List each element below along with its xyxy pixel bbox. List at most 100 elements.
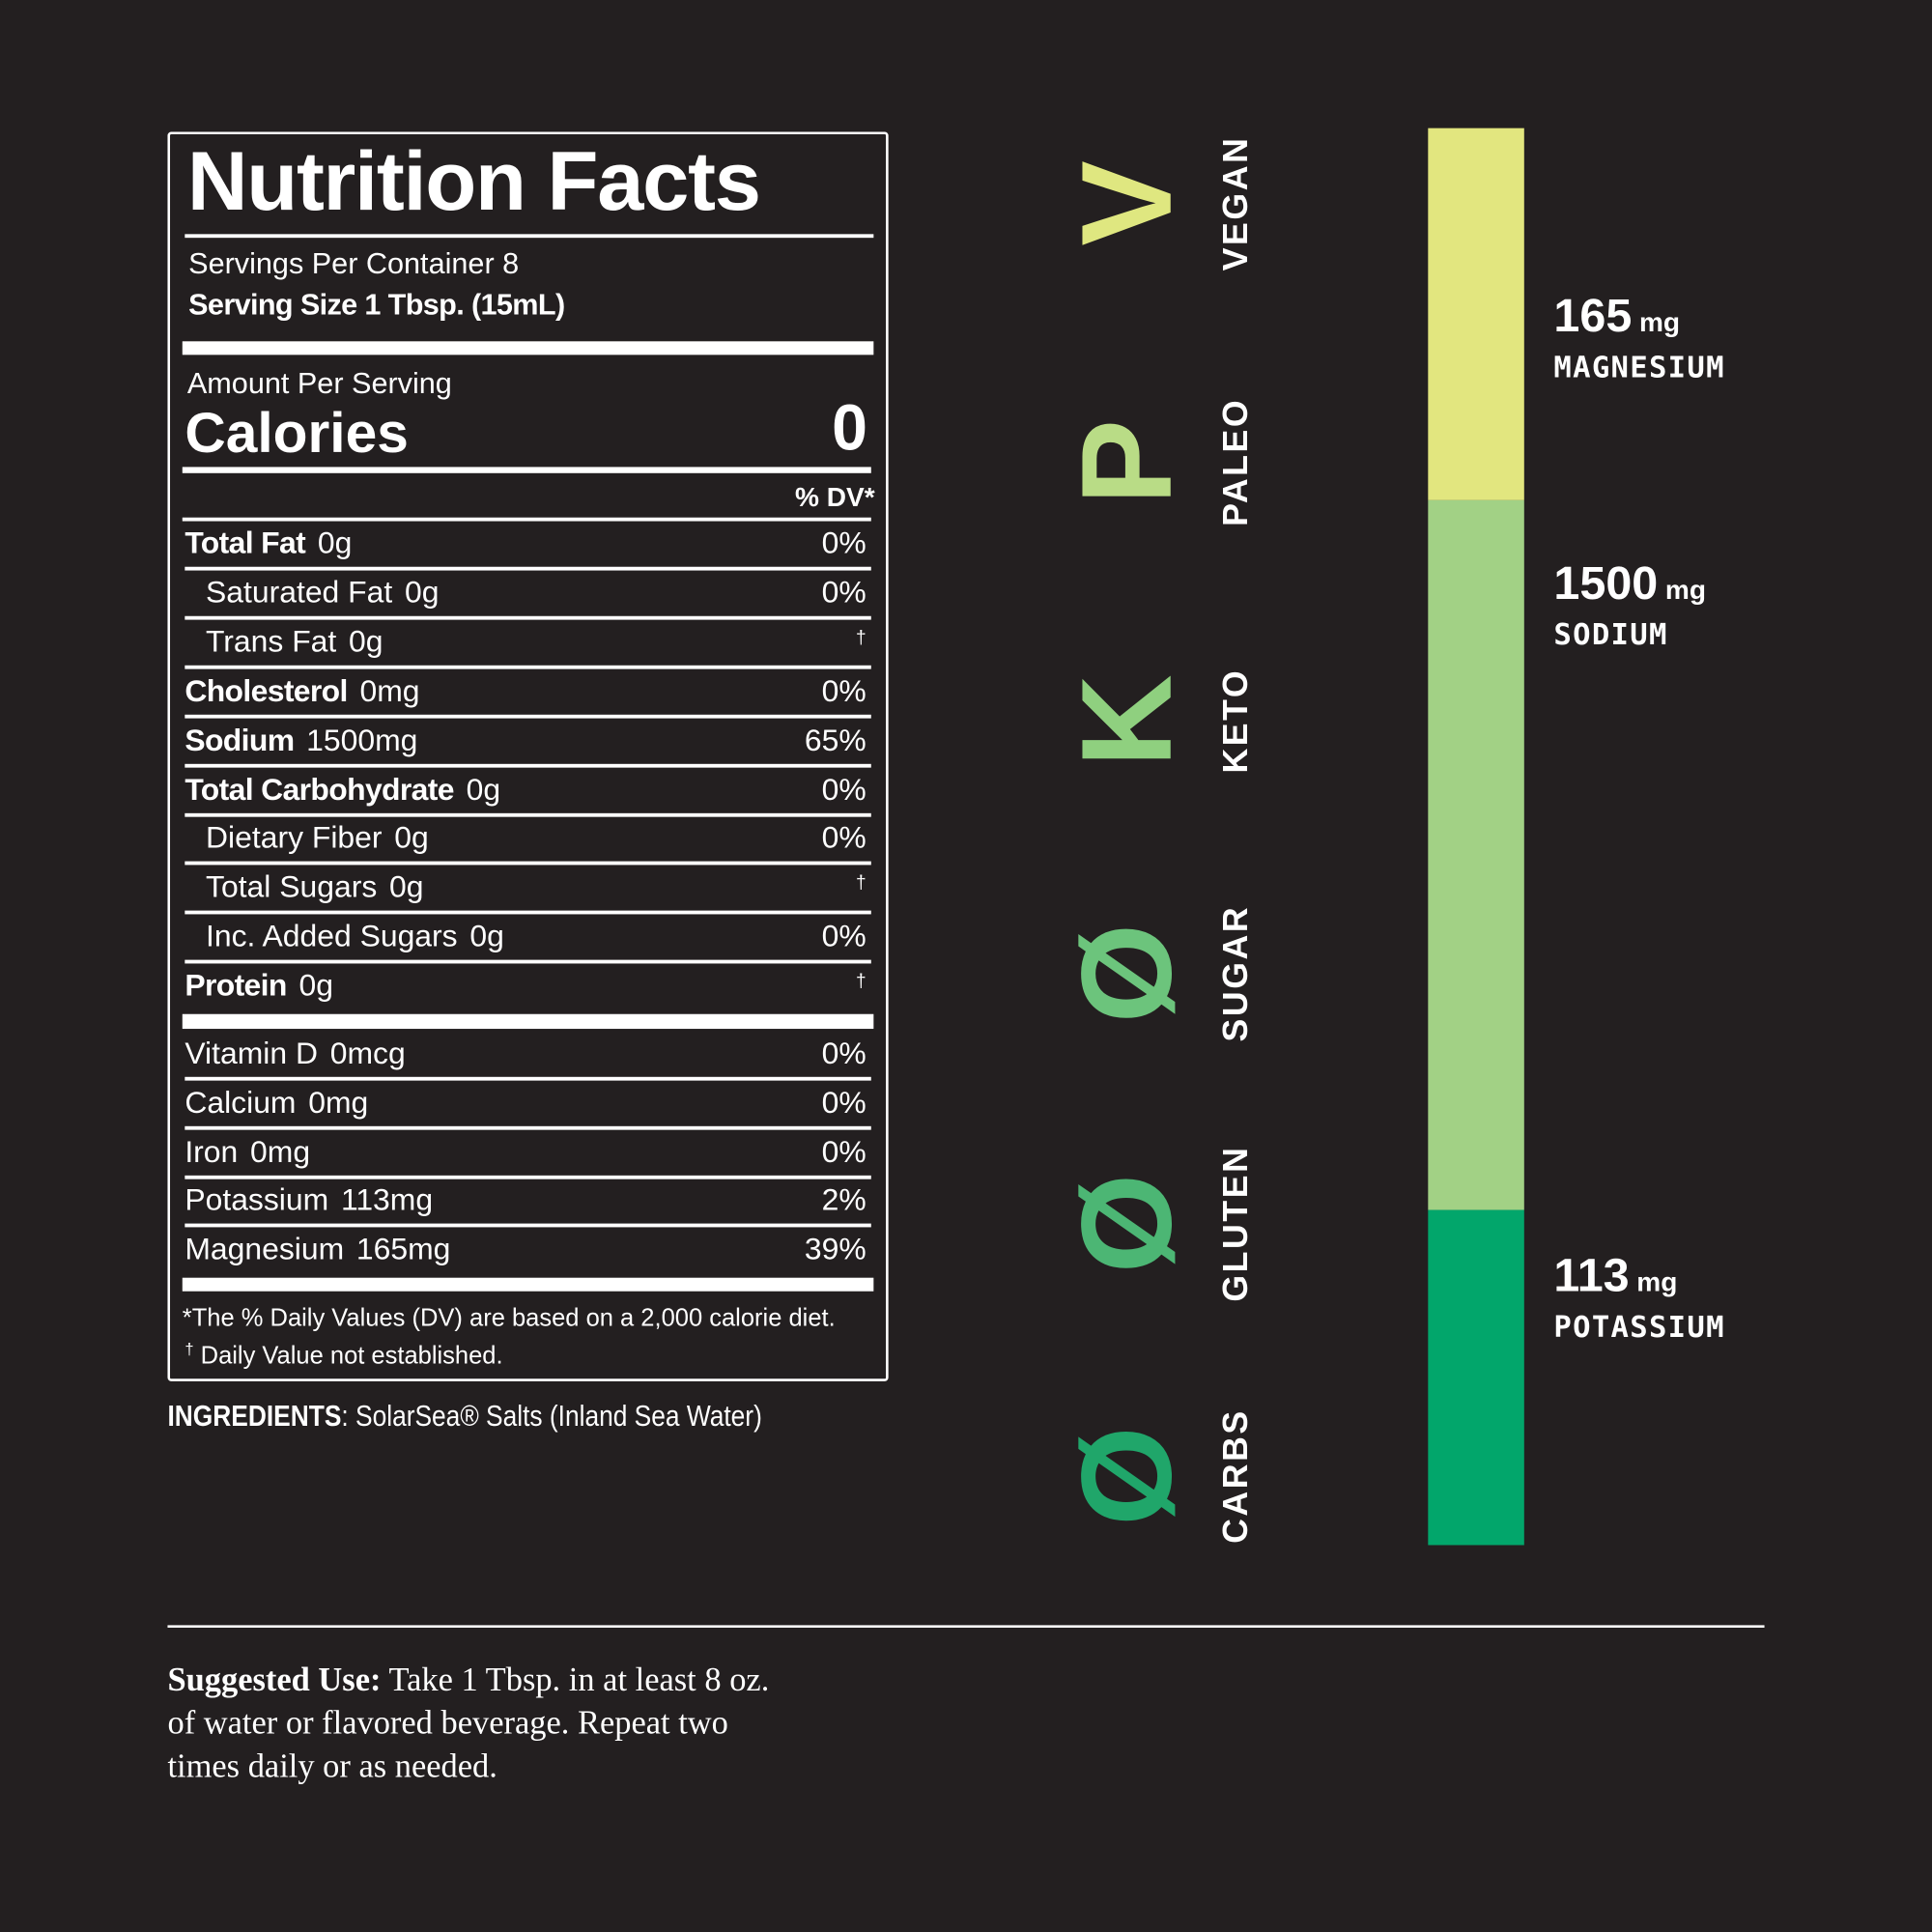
nutrient-row: Sodium 1500mg 65%: [185, 718, 871, 768]
label-title: Nutrition Facts: [186, 134, 761, 228]
mineral-name: MAGNESIUM: [1553, 350, 1725, 384]
suggested-use-label: Suggested Use:: [167, 1661, 382, 1698]
daily-value: 2%: [821, 1182, 867, 1218]
mineral-unit: mg: [1664, 574, 1707, 606]
nutrient-name: Magnesium: [185, 1232, 345, 1267]
nutrient-amount: 0mg: [308, 1085, 369, 1121]
nutrient-row: Magnesium 165mg 39%: [185, 1228, 870, 1273]
nutrient-name: Potassium: [185, 1182, 329, 1218]
nutrient-row: Vitamin D 0mcg 0%: [185, 1032, 871, 1081]
daily-value: †: [856, 971, 867, 992]
mineral-bar: [1428, 499, 1524, 1210]
suggested-use-text: Take 1 Tbsp. in at least 8 oz. of water …: [167, 1661, 770, 1784]
nutrient-row: Trans Fat 0g †: [185, 619, 871, 669]
daily-value: 0%: [821, 772, 867, 807]
dv-header: % DV*: [794, 481, 875, 513]
thick-rule: [182, 1013, 874, 1030]
mineral-amount-line: 165 mg: [1553, 291, 1680, 344]
nutrient-row: Total Sugars 0g †: [185, 866, 871, 915]
rule: [185, 234, 874, 239]
badge-label: VEGAN: [1215, 135, 1255, 271]
daily-value: †: [856, 872, 867, 895]
daily-value: 39%: [804, 1232, 867, 1267]
daily-value: 0%: [821, 1036, 867, 1071]
nutrient-row: Dietary Fiber 0g 0%: [185, 816, 871, 866]
nutrient-row: Total Fat 0g 0%: [185, 522, 871, 571]
mineral-unit: mg: [1638, 306, 1681, 338]
mineral-amount: 165: [1553, 291, 1633, 343]
badge-label: SUGAR: [1215, 904, 1255, 1042]
nutrient-name: Saturated Fat: [206, 575, 393, 611]
nutrient-name: Protein: [185, 968, 287, 1004]
nutrient-amount: 0g: [469, 919, 504, 954]
diet-badge: Ø CARBS: [1056, 1353, 1256, 1600]
nutrient-name: Calcium: [185, 1085, 297, 1121]
daily-value: 0%: [821, 1134, 867, 1169]
nutrient-amount: 0g: [298, 968, 333, 1004]
nutrient-name: Inc. Added Sugars: [206, 919, 458, 954]
nutrient-amount: 0mcg: [329, 1036, 406, 1071]
nutrient-row: Saturated Fat 0g 0%: [185, 570, 871, 620]
mineral-bar: [1428, 1209, 1524, 1546]
nutrient-amount: 113mg: [340, 1182, 434, 1218]
daily-value: 0%: [821, 919, 867, 954]
rule: [182, 467, 871, 473]
rule: [182, 517, 871, 522]
nutrient-amount: 165mg: [355, 1232, 451, 1267]
nutrient-name: Trans Fat: [206, 624, 337, 660]
diet-badge: Ø SUGAR: [1056, 850, 1256, 1096]
mineral-amount-line: 113 mg: [1553, 1251, 1677, 1304]
nutrient-row: Cholesterol 0mg 0%: [185, 668, 871, 719]
mineral-amount: 1500: [1553, 557, 1659, 611]
thick-rule: [182, 341, 874, 355]
nutrient-name: Vitamin D: [185, 1036, 318, 1071]
ingredients-text: : SolarSea® Salts (Inland Sea Water): [341, 1399, 762, 1434]
page-body: Nutrition Facts Servings Per Container 8…: [167, 128, 1765, 1784]
daily-value: 0%: [821, 1085, 867, 1121]
daily-value: 0%: [821, 575, 867, 611]
footnote-text: Daily Value not established.: [200, 1342, 503, 1370]
badge-label: PALEO: [1215, 397, 1255, 526]
suggested-use: Suggested Use: Take 1 Tbsp. in at least …: [167, 1659, 777, 1788]
divider: [167, 1625, 1765, 1628]
badge-symbol: Ø: [1056, 1426, 1200, 1526]
nutrient-row: Protein 0g †: [185, 964, 870, 1009]
mineral-name: POTASSIUM: [1553, 1309, 1725, 1345]
daily-value: 0%: [821, 526, 867, 561]
diet-badge: V VEGAN: [1056, 80, 1256, 327]
badge-label: KETO: [1215, 668, 1255, 774]
nutrient-row: Iron 0mg 0%: [185, 1129, 871, 1179]
nutrient-name: Total Carbohydrate: [185, 772, 454, 807]
nutrient-amount: 0mg: [359, 673, 420, 709]
diet-badge: K KETO: [1056, 598, 1256, 844]
nutrient-name: Total Fat: [185, 526, 306, 561]
nutrient-amount: 0g: [394, 820, 429, 856]
badge-label: GLUTEN: [1215, 1145, 1255, 1302]
thick-rule: [182, 1277, 874, 1292]
nutrient-row: Potassium 113mg 2%: [185, 1179, 871, 1228]
nutrition-label: [167, 131, 889, 1381]
nutrient-amount: 0g: [317, 526, 353, 561]
dagger: †: [185, 1339, 194, 1358]
daily-value: †: [856, 626, 867, 648]
daily-value: 65%: [804, 723, 867, 757]
serving-size: Serving Size 1 Tbsp. (15mL): [188, 288, 565, 322]
nutrient-name: Iron: [185, 1134, 239, 1169]
servings: Servings Per Container 8: [188, 247, 520, 281]
ingredients-label: INGREDIENTS: [167, 1399, 342, 1434]
badge-label: CARBS: [1215, 1408, 1255, 1544]
nutrient-name: Total Sugars: [206, 869, 378, 905]
badge-symbol: Ø: [1056, 1173, 1200, 1274]
nutrient-amount: 0g: [404, 575, 440, 611]
footnote: † Daily Value not established.: [185, 1339, 502, 1371]
nutrient-amount: 0g: [466, 772, 501, 807]
nutrient-name: Dietary Fiber: [206, 820, 383, 856]
mineral-bar: [1428, 128, 1524, 500]
ingredients: INGREDIENTS: SolarSea® Salts (Inland Sea…: [167, 1400, 761, 1435]
nutrient-row: Inc. Added Sugars 0g 0%: [185, 915, 871, 964]
amount-per-serving: Amount Per Serving: [186, 367, 452, 401]
mineral-amount: 113: [1553, 1250, 1630, 1303]
diet-badge: P PALEO: [1056, 339, 1256, 585]
nutrient-row: Total Carbohydrate 0g 0%: [185, 767, 871, 817]
